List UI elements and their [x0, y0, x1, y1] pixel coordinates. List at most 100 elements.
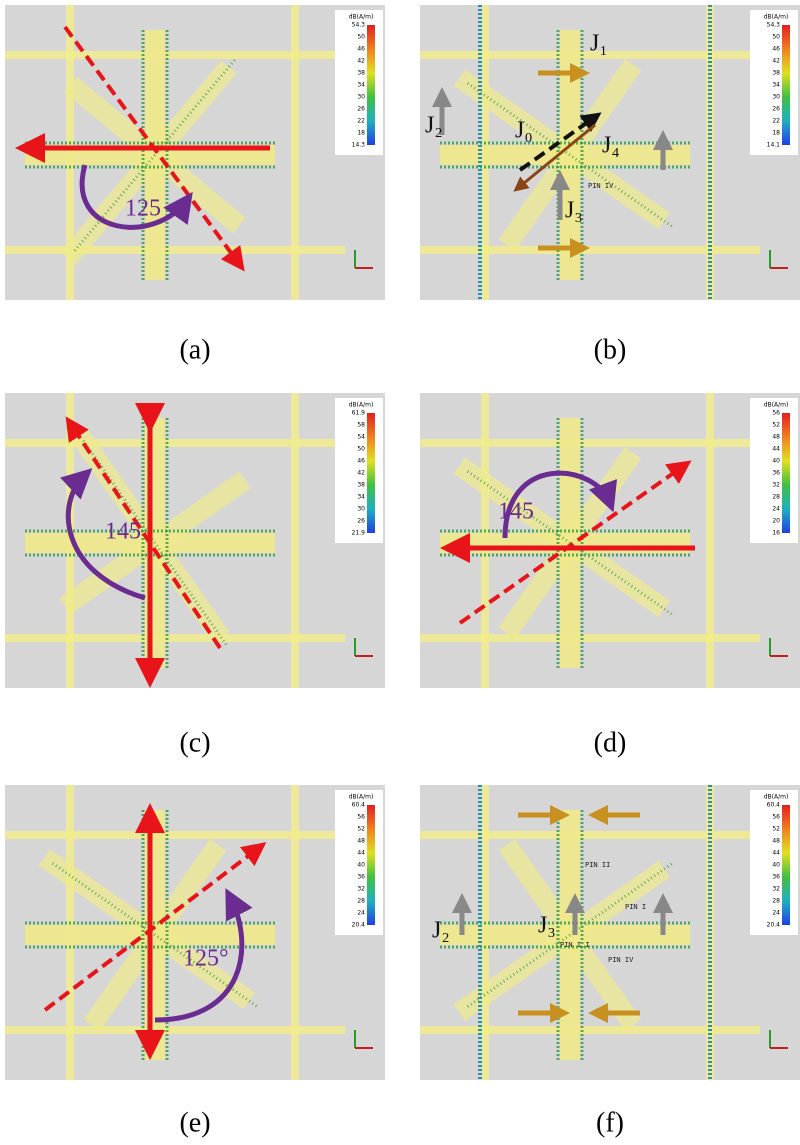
grid-strip	[706, 5, 714, 300]
colorbar-tick-label: 36	[772, 470, 780, 477]
current-trace	[82, 439, 228, 647]
annotation: J₄	[602, 133, 620, 159]
colorbar-tick-label: 56	[772, 410, 780, 417]
colorbar-tick-label: 34	[357, 82, 365, 89]
colorbar	[367, 413, 375, 533]
grid-strip	[420, 439, 760, 447]
grid-strip	[5, 1026, 345, 1034]
colorbar-tick-label: 30	[357, 506, 365, 513]
current-trace	[73, 58, 237, 252]
annotation: 125°	[183, 946, 229, 972]
grid-strip	[420, 1026, 760, 1034]
colorbar-tick-label: 38	[357, 70, 365, 77]
colorbar-tick-label: 26	[357, 106, 365, 113]
colorbar-tick-label: 30	[357, 94, 365, 101]
grid-strip	[5, 439, 345, 447]
colorbar-tick-label: 52	[357, 826, 365, 833]
grid-strip	[5, 246, 345, 254]
grid-strip	[420, 246, 760, 254]
patch-arm	[453, 860, 670, 1021]
colorbar-tick-label: 54	[357, 434, 365, 441]
colorbar	[367, 805, 375, 925]
panel-label: (d)	[594, 727, 627, 758]
colorbar-tick-label: 60.4	[767, 802, 781, 809]
colorbar-tick-label: 24	[357, 910, 365, 917]
colorbar-tick-label: 38	[357, 482, 365, 489]
colorbar-tick-label: 24	[772, 506, 780, 513]
arrow	[43, 842, 267, 1012]
colorbar-tick-label: 56	[772, 814, 780, 821]
colorbar-tick-label: 32	[357, 886, 365, 893]
colorbar-tick-label: 21.9	[352, 530, 366, 537]
colorbar-title: dB(A/m)	[349, 14, 374, 21]
colorbar-tick-label: 36	[357, 874, 365, 881]
colorbar-tick-label: 42	[357, 470, 365, 477]
annotation: PIN IV	[608, 956, 634, 964]
arrow	[458, 460, 692, 625]
colorbar-tick-label: 46	[357, 46, 365, 53]
colorbar	[782, 805, 790, 925]
colorbar-title: dB(A/m)	[764, 402, 789, 409]
angle-arrow	[502, 470, 617, 539]
panel: J₁ J₂ J₀ J₄ J₃ PIN IV dB(A/m)54.3 50 46 42 38 34 30 2…	[420, 5, 800, 300]
grid-strip	[420, 51, 760, 59]
annotation: 125	[125, 196, 161, 222]
panel: 145 dB(A/m)61.9 58 54 50 46 42 38 34 30 26 21.9	[5, 393, 385, 688]
colorbar-tick-label: 28	[772, 494, 780, 501]
colorbar-title: dB(A/m)	[764, 794, 789, 801]
annotation: J₀	[515, 118, 533, 144]
colorbar-tick-label: 61.9	[352, 410, 366, 417]
colorbar-tick-label: 14.3	[352, 142, 366, 149]
colorbar-tick-label: 54.3	[767, 22, 781, 29]
colorbar-tick-label: 34	[772, 82, 780, 89]
panel-label: (a)	[179, 334, 210, 365]
colorbar-title: dB(A/m)	[764, 14, 789, 21]
annotation: J₁	[590, 31, 608, 57]
grid-strip	[420, 831, 760, 839]
current-trace	[466, 82, 674, 228]
colorbar-tick-label: 18	[357, 130, 365, 137]
grid-strip	[5, 634, 345, 642]
colorbar-tick-label: 44	[772, 850, 780, 857]
colorbar-tick-label: 32	[772, 482, 780, 489]
panel: 125° dB(A/m)60.4 56 52 48 44 40 36 32 28 24 20.4	[5, 785, 385, 1080]
grid-strip	[420, 634, 760, 642]
annotation: PIN I I	[560, 941, 590, 949]
annotation: 145	[498, 499, 534, 525]
annotation: J₂	[432, 918, 450, 944]
arrow	[63, 25, 245, 272]
annotation: J₃	[565, 198, 583, 224]
colorbar-tick-label: 40	[772, 862, 780, 869]
angle-arrow	[154, 888, 253, 1023]
colorbar-tick-label: 22	[772, 118, 780, 125]
colorbar-tick-label: 26	[772, 106, 780, 113]
colorbar-tick-label: 46	[357, 458, 365, 465]
colorbar-tick-label: 44	[357, 850, 365, 857]
colorbar-tick-label: 48	[772, 434, 780, 441]
colorbar-tick-label: 54.3	[352, 22, 366, 29]
grid-strip	[706, 785, 714, 1080]
colorbar-tick-label: 28	[357, 898, 365, 905]
colorbar-tick-label: 16	[772, 530, 780, 537]
arrow	[513, 123, 596, 192]
colorbar-tick-label: 58	[357, 422, 365, 429]
colorbar-tick-label: 48	[772, 838, 780, 845]
annotation: PIN II	[585, 861, 610, 869]
colorbar-tick-label: 32	[772, 886, 780, 893]
colorbar-tick-label: 52	[772, 422, 780, 429]
colorbar-tick-label: 20.4	[767, 922, 781, 929]
arrow	[65, 416, 222, 650]
colorbar-tick-label: 48	[357, 838, 365, 845]
annotation: J₃	[538, 913, 556, 939]
current-trace	[466, 470, 674, 616]
colorbar-title: dB(A/m)	[349, 402, 374, 409]
colorbar-tick-label: 44	[772, 446, 780, 453]
colorbar-tick-label: 24	[772, 910, 780, 917]
panel-label: (c)	[179, 727, 210, 758]
colorbar-title: dB(A/m)	[349, 794, 374, 801]
current-trace	[51, 862, 259, 1008]
colorbar	[782, 413, 790, 533]
colorbar-tick-label: 20	[772, 518, 780, 525]
grid-strip	[291, 5, 299, 300]
